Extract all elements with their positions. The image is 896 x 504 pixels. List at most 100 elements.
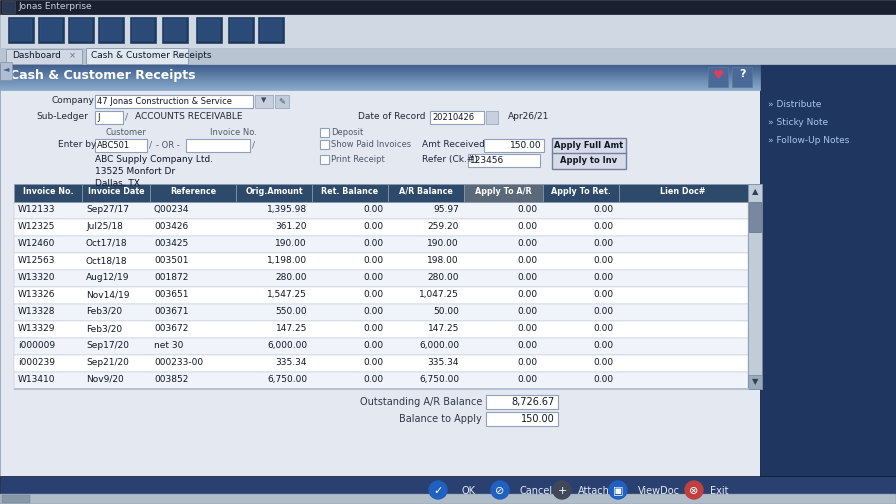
Bar xyxy=(98,17,124,43)
Circle shape xyxy=(609,481,627,499)
Text: » Sticky Note: » Sticky Note xyxy=(768,118,828,127)
Text: Date of Record: Date of Record xyxy=(358,112,426,121)
Text: Invoice Date: Invoice Date xyxy=(88,187,144,196)
Bar xyxy=(95,111,123,124)
Text: 259.20: 259.20 xyxy=(427,222,459,231)
Text: 0.00: 0.00 xyxy=(518,375,538,384)
Text: W13320: W13320 xyxy=(18,273,56,282)
Text: 0.00: 0.00 xyxy=(594,341,614,350)
Text: 0.00: 0.00 xyxy=(518,341,538,350)
Text: net 30: net 30 xyxy=(154,341,184,350)
Bar xyxy=(0,14,896,48)
Text: W12563: W12563 xyxy=(18,256,56,265)
Bar xyxy=(0,68,760,69)
Bar xyxy=(40,19,62,41)
Text: 20210426: 20210426 xyxy=(432,113,474,122)
Bar xyxy=(230,19,252,41)
Text: 0.00: 0.00 xyxy=(363,205,383,214)
Text: 0.00: 0.00 xyxy=(594,290,614,299)
Text: 95.97: 95.97 xyxy=(433,205,459,214)
Text: 0.00: 0.00 xyxy=(594,222,614,231)
Text: 0.00: 0.00 xyxy=(363,358,383,367)
Text: 47 Jonas Construction & Service: 47 Jonas Construction & Service xyxy=(97,97,232,106)
Bar xyxy=(320,155,329,164)
Bar xyxy=(14,372,748,389)
Text: Feb3/20: Feb3/20 xyxy=(86,324,122,333)
Text: Cancel: Cancel xyxy=(520,486,553,496)
Text: 0.00: 0.00 xyxy=(594,324,614,333)
Text: 198.00: 198.00 xyxy=(427,256,459,265)
Text: ×: × xyxy=(177,51,185,60)
Bar xyxy=(0,83,760,84)
Text: » Follow-Up Notes: » Follow-Up Notes xyxy=(768,136,849,145)
Text: W12460: W12460 xyxy=(18,239,56,248)
Text: OK: OK xyxy=(462,486,476,496)
Text: 0.00: 0.00 xyxy=(518,290,538,299)
Text: Cash & Customer Receipts: Cash & Customer Receipts xyxy=(91,51,211,60)
Text: 000233-00: 000233-00 xyxy=(154,358,203,367)
Text: ⊗: ⊗ xyxy=(689,486,699,496)
Text: - OR -: - OR - xyxy=(156,141,180,150)
Bar xyxy=(0,70,760,71)
Text: Apply To Ret.: Apply To Ret. xyxy=(551,187,611,196)
Text: Company: Company xyxy=(52,96,95,105)
Text: 0.00: 0.00 xyxy=(594,239,614,248)
Bar xyxy=(132,19,154,41)
Bar xyxy=(468,154,540,167)
Text: 6,000.00: 6,000.00 xyxy=(267,341,307,350)
Text: 280.00: 280.00 xyxy=(427,273,459,282)
Text: /: / xyxy=(125,113,128,122)
Text: ?: ? xyxy=(738,69,745,79)
Bar xyxy=(82,184,150,202)
Bar xyxy=(320,128,329,137)
Text: ⊘: ⊘ xyxy=(495,486,504,496)
Text: 0.00: 0.00 xyxy=(594,375,614,384)
Bar xyxy=(14,202,748,219)
Bar xyxy=(95,139,147,152)
Text: 147.25: 147.25 xyxy=(276,324,307,333)
Bar xyxy=(255,95,273,108)
Bar xyxy=(198,19,220,41)
Text: Feb3/20: Feb3/20 xyxy=(86,307,122,316)
Bar xyxy=(0,89,760,90)
Bar xyxy=(14,287,748,304)
Text: Dallas, TX: Dallas, TX xyxy=(95,179,140,188)
Bar xyxy=(0,76,760,77)
Bar xyxy=(486,412,558,426)
Text: W13410: W13410 xyxy=(18,375,56,384)
Text: ▣: ▣ xyxy=(613,486,624,496)
Text: 8,726.67: 8,726.67 xyxy=(512,397,555,407)
Text: Customer: Customer xyxy=(105,128,146,137)
Bar xyxy=(748,184,762,389)
Text: Jul25/18: Jul25/18 xyxy=(86,222,123,231)
Bar xyxy=(0,476,896,504)
Text: 6,750.00: 6,750.00 xyxy=(418,375,459,384)
Text: Sep21/20: Sep21/20 xyxy=(86,358,129,367)
Bar xyxy=(162,17,188,43)
Text: 0.00: 0.00 xyxy=(594,273,614,282)
Text: 0.00: 0.00 xyxy=(363,256,383,265)
Text: Aug12/19: Aug12/19 xyxy=(86,273,130,282)
Text: Print Receipt: Print Receipt xyxy=(331,155,384,164)
Text: 6,000.00: 6,000.00 xyxy=(418,341,459,350)
Text: 0.00: 0.00 xyxy=(518,273,538,282)
Text: +: + xyxy=(557,486,566,496)
Bar xyxy=(0,75,760,76)
Text: 147.25: 147.25 xyxy=(427,324,459,333)
Text: W12133: W12133 xyxy=(18,205,56,214)
Text: J: J xyxy=(97,113,99,122)
Bar xyxy=(552,153,626,169)
Text: 1,198.00: 1,198.00 xyxy=(267,256,307,265)
Text: 50.00: 50.00 xyxy=(433,307,459,316)
Bar xyxy=(14,355,748,372)
Circle shape xyxy=(429,481,447,499)
Bar xyxy=(260,19,282,41)
Bar xyxy=(10,19,32,41)
Text: ABC Supply Company Ltd.: ABC Supply Company Ltd. xyxy=(95,155,213,164)
Text: 003672: 003672 xyxy=(154,324,188,333)
Text: 1,395.98: 1,395.98 xyxy=(267,205,307,214)
Bar xyxy=(748,184,762,202)
Text: ▼: ▼ xyxy=(752,377,758,386)
Text: ×: × xyxy=(68,51,75,60)
Bar xyxy=(0,72,760,73)
